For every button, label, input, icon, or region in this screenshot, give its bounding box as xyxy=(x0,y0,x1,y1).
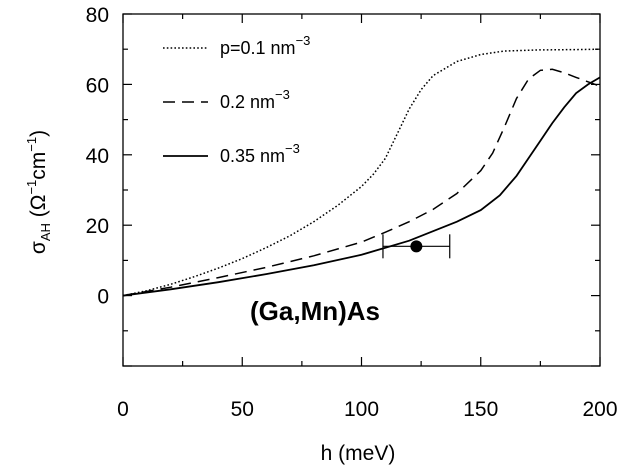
y-axis-label-paren-close: ) xyxy=(27,130,50,137)
y-tick-label: 40 xyxy=(86,145,109,168)
annotation-label: (Ga,Mn)As xyxy=(250,296,380,326)
y-tick-label: 60 xyxy=(86,74,109,97)
y-tick-label: 20 xyxy=(86,215,109,238)
legend-label-3: 0.35 nm−3 xyxy=(220,141,300,166)
series-line-2 xyxy=(122,68,601,297)
legend-label-1: p=0.1 nm−3 xyxy=(220,33,310,58)
series-layer xyxy=(122,48,601,297)
y-axis-label-main: σ xyxy=(27,241,50,254)
data-point-marker xyxy=(410,240,423,253)
y-axis-label-exp1: −1 xyxy=(24,180,39,195)
x-tick-label: 50 xyxy=(231,398,254,421)
x-tick-label: 100 xyxy=(344,398,379,421)
y-axis-label-unit2: cm xyxy=(27,152,50,180)
y-tick-label: 80 xyxy=(86,4,109,27)
legend: p=0.1 nm−3 0.2 nm−3 0.35 nm−3 xyxy=(163,33,310,166)
x-tick-label: 0 xyxy=(117,398,129,421)
axis-tick-labels: 0 50 100 150 200 0 20 40 60 80 xyxy=(86,4,618,421)
y-axis-label: σAH (Ω−1cm−1) xyxy=(24,130,53,254)
x-axis-label: h (meV) xyxy=(321,442,396,465)
series-line-1 xyxy=(122,48,601,297)
x-tick-label: 200 xyxy=(582,398,617,421)
legend-label-2: 0.2 nm−3 xyxy=(220,87,290,112)
y-axis-label-sub: AH xyxy=(38,223,53,241)
series-line-3 xyxy=(122,76,601,297)
y-axis-label-paren-open: (Ω xyxy=(27,195,50,224)
x-tick-label: 150 xyxy=(463,398,498,421)
y-tick-label: 0 xyxy=(97,286,109,309)
data-point-layer xyxy=(382,234,451,259)
y-axis-label-exp2: −1 xyxy=(24,137,39,152)
